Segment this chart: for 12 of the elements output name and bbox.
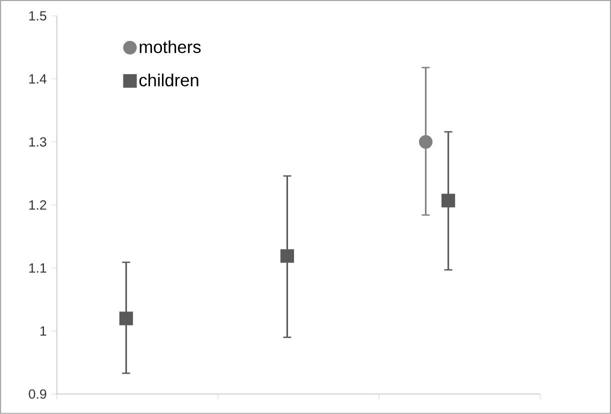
y-tick-label: 1.1 — [29, 263, 46, 273]
y-tick-label: 1 — [40, 326, 46, 336]
point — [119, 312, 133, 326]
y-tick-label: 1.2 — [29, 200, 46, 210]
y-tick-label: 1.3 — [29, 137, 46, 147]
point — [441, 194, 456, 208]
legend-label: mothers — [140, 40, 201, 54]
y-tick-label: 1.5 — [29, 11, 46, 21]
y-tick-label: 0.9 — [28, 389, 46, 399]
legend-label: children — [139, 74, 198, 86]
y-tick-label: 1.4 — [29, 74, 46, 84]
point — [280, 249, 294, 263]
